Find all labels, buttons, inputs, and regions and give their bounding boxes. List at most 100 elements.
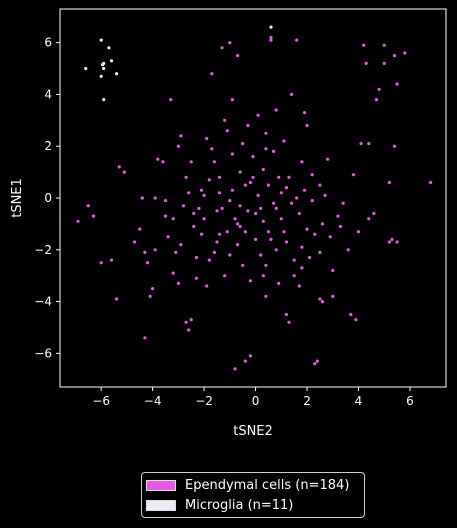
data-point — [217, 232, 222, 236]
data-point — [228, 199, 232, 203]
data-point — [292, 274, 296, 278]
data-point — [143, 250, 147, 254]
data-point — [320, 222, 325, 226]
data-point — [295, 196, 299, 200]
data-point — [238, 224, 242, 229]
data-point — [292, 258, 296, 262]
data-point — [238, 170, 242, 174]
data-point — [256, 113, 260, 117]
data-point — [194, 276, 198, 280]
data-point — [220, 46, 224, 50]
data-point — [102, 66, 106, 71]
data-point — [382, 61, 386, 65]
data-point — [269, 25, 273, 29]
data-point — [338, 224, 343, 229]
data-point — [323, 193, 327, 197]
data-point — [199, 232, 204, 236]
data-point — [236, 222, 240, 226]
data-point — [266, 230, 270, 234]
data-point — [359, 142, 363, 146]
data-point — [274, 108, 278, 112]
data-point — [243, 183, 247, 187]
x-tick-label: −6 — [92, 394, 110, 408]
y-axis-label: tSNE1 — [10, 178, 25, 218]
data-point — [349, 312, 353, 317]
legend-item-ependymal: Ependymal cells (n=184) — [146, 476, 349, 494]
data-point — [364, 61, 368, 65]
plot-area — [59, 8, 447, 388]
data-point — [246, 123, 250, 128]
data-point — [261, 167, 265, 172]
data-point — [284, 240, 289, 244]
data-point — [261, 219, 265, 223]
series-ependymal — [76, 35, 433, 371]
x-tick-label: 0 — [252, 394, 260, 408]
data-point — [284, 312, 289, 317]
data-point — [387, 240, 391, 244]
data-point — [102, 98, 106, 102]
y-tick-label: −2 — [34, 243, 52, 257]
data-point — [225, 129, 229, 133]
data-point — [133, 240, 137, 244]
data-point — [153, 248, 157, 252]
data-point — [266, 183, 270, 187]
data-point — [243, 359, 247, 363]
data-point — [264, 294, 268, 298]
data-point — [238, 204, 242, 208]
data-point — [236, 54, 240, 58]
data-point — [305, 123, 309, 128]
x-tick-label: 6 — [406, 394, 414, 408]
data-point — [318, 297, 322, 301]
data-point — [156, 157, 160, 161]
data-point — [176, 281, 180, 285]
data-point — [76, 219, 80, 223]
data-point — [264, 131, 268, 135]
data-point — [326, 157, 330, 161]
data-point — [205, 136, 209, 141]
data-point — [140, 196, 144, 200]
data-point — [264, 263, 268, 267]
data-point — [264, 147, 268, 151]
data-point — [356, 230, 361, 234]
data-point — [300, 266, 304, 270]
data-point — [228, 41, 232, 45]
data-point — [297, 211, 301, 216]
data-point — [272, 149, 276, 153]
data-point — [313, 232, 317, 236]
data-point — [362, 43, 366, 47]
legend-swatch-ependymal — [146, 479, 176, 491]
data-point — [189, 318, 193, 322]
data-point — [86, 204, 90, 208]
data-point — [194, 255, 198, 260]
data-point — [171, 217, 175, 221]
data-point — [259, 253, 263, 257]
data-point — [336, 214, 340, 218]
data-point — [297, 284, 301, 288]
data-point — [215, 209, 219, 213]
data-point — [290, 92, 294, 96]
data-point — [392, 144, 397, 148]
data-point — [241, 142, 245, 146]
data-point — [328, 235, 332, 239]
data-point — [241, 263, 245, 267]
data-point — [207, 178, 211, 182]
data-point — [210, 72, 214, 76]
data-point — [282, 230, 286, 234]
data-point — [215, 240, 219, 244]
data-point — [354, 318, 358, 322]
legend-label-microglia: Microglia (n=11) — [185, 497, 294, 513]
y-tick-label: 6 — [44, 36, 52, 50]
data-point — [248, 180, 252, 185]
x-tick-label: 4 — [355, 394, 363, 408]
data-point — [246, 209, 250, 213]
data-point — [202, 193, 206, 197]
data-point — [282, 139, 286, 143]
data-point — [248, 354, 252, 358]
data-point — [99, 38, 103, 42]
data-point — [163, 199, 168, 203]
data-point — [230, 152, 234, 156]
data-point — [254, 211, 258, 216]
legend: Ependymal cells (n=184) Microglia (n=11) — [141, 472, 365, 518]
data-point — [143, 336, 147, 340]
